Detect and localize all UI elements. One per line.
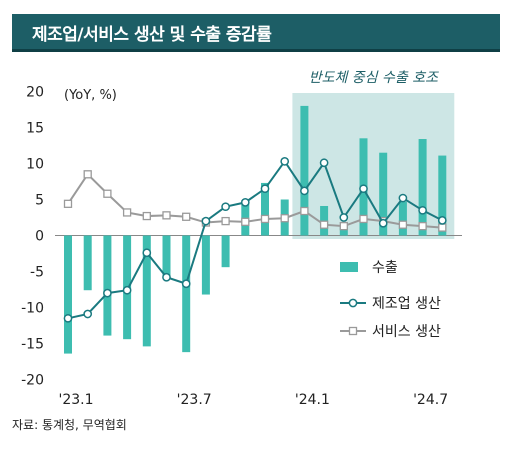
manufacturing-point	[359, 184, 368, 194]
services-point	[221, 216, 230, 226]
export-bar	[438, 155, 447, 236]
services-point	[162, 211, 171, 220]
manufacturing-point	[437, 216, 447, 225]
y-tick-label: -10	[21, 301, 44, 317]
legend-label: 수출	[372, 260, 398, 276]
y-tick-label: 20	[26, 85, 44, 101]
y-tick-label: -5	[30, 265, 44, 281]
services-point	[280, 214, 289, 223]
manufacturing-point	[83, 309, 93, 319]
export-bar	[398, 201, 407, 236]
chart-title: 제조업/서비스 생산 및 수출 증감률	[32, 25, 272, 45]
source-note: 자료: 통계청, 무역협회	[12, 418, 127, 432]
y-tick-label: -15	[21, 337, 44, 353]
manufacturing-point	[339, 213, 349, 222]
manufacturing-point	[142, 248, 152, 258]
legend-label: 제조업 생산	[372, 296, 441, 312]
legend-label: 서비스 생산	[372, 324, 441, 340]
manufacturing-point	[398, 193, 408, 203]
highlight-band	[292, 93, 455, 239]
manufacturing-point	[319, 158, 329, 168]
manufacturing-point	[378, 218, 388, 228]
x-tick-label: '23.1	[58, 392, 93, 408]
services-point	[260, 214, 270, 224]
manufacturing-point	[201, 216, 211, 226]
export-bar	[64, 235, 72, 354]
legend-marker-manufacturing	[348, 298, 358, 308]
export-bar	[261, 182, 269, 236]
x-tick-label: '23.7	[177, 392, 212, 408]
highlight-label: 반도체 중심 수출 호조	[309, 70, 439, 86]
x-tick-label: '24.7	[413, 392, 448, 408]
services-point	[319, 220, 329, 229]
legend-marker-services	[348, 326, 358, 336]
export-bar	[103, 235, 112, 336]
export-bar	[418, 139, 427, 236]
manufacturing-point	[63, 313, 73, 323]
services-point	[398, 220, 408, 229]
manufacturing-point	[260, 184, 270, 194]
services-point	[339, 221, 348, 231]
manufacturing-point	[103, 288, 112, 298]
x-tick-label: '24.1	[295, 392, 330, 408]
manufacturing-point	[240, 198, 250, 207]
export-bar	[142, 235, 151, 347]
export-bar	[201, 235, 210, 295]
y-tick-label: 5	[35, 193, 44, 209]
manufacturing-point	[122, 285, 132, 295]
legend-swatch-export	[340, 262, 358, 272]
manufacturing-point	[181, 279, 191, 289]
services-point	[182, 212, 191, 221]
services-point	[418, 221, 427, 231]
export-bar	[83, 235, 92, 291]
export-bar	[221, 235, 230, 268]
y-tick-label: 15	[26, 121, 44, 137]
services-point	[359, 214, 368, 224]
services-point	[122, 208, 132, 217]
manufacturing-point	[280, 156, 290, 166]
y-tick-label: -20	[21, 373, 44, 389]
manufacturing-point	[162, 272, 171, 282]
services-point	[83, 170, 92, 179]
y-tick-label: 0	[35, 229, 44, 245]
export-bar	[339, 226, 348, 236]
manufacturing-point	[418, 205, 427, 215]
services-point	[438, 223, 447, 232]
y-tick-label: 10	[26, 157, 44, 173]
services-point	[241, 217, 250, 226]
manufacturing-point	[221, 202, 230, 212]
export-bar	[300, 105, 309, 236]
services-point	[300, 206, 309, 216]
services-point	[63, 199, 73, 208]
export-bar	[182, 235, 191, 353]
title-bar: 제조업/서비스 생산 및 수출 증감률	[12, 14, 500, 52]
export-bar	[162, 235, 171, 279]
unit-label: (YoY, %)	[64, 88, 117, 103]
manufacturing-point	[300, 186, 309, 196]
export-bar	[379, 152, 388, 236]
services-point	[142, 211, 151, 221]
services-point	[103, 189, 112, 198]
manufacturing-line	[67, 159, 443, 320]
